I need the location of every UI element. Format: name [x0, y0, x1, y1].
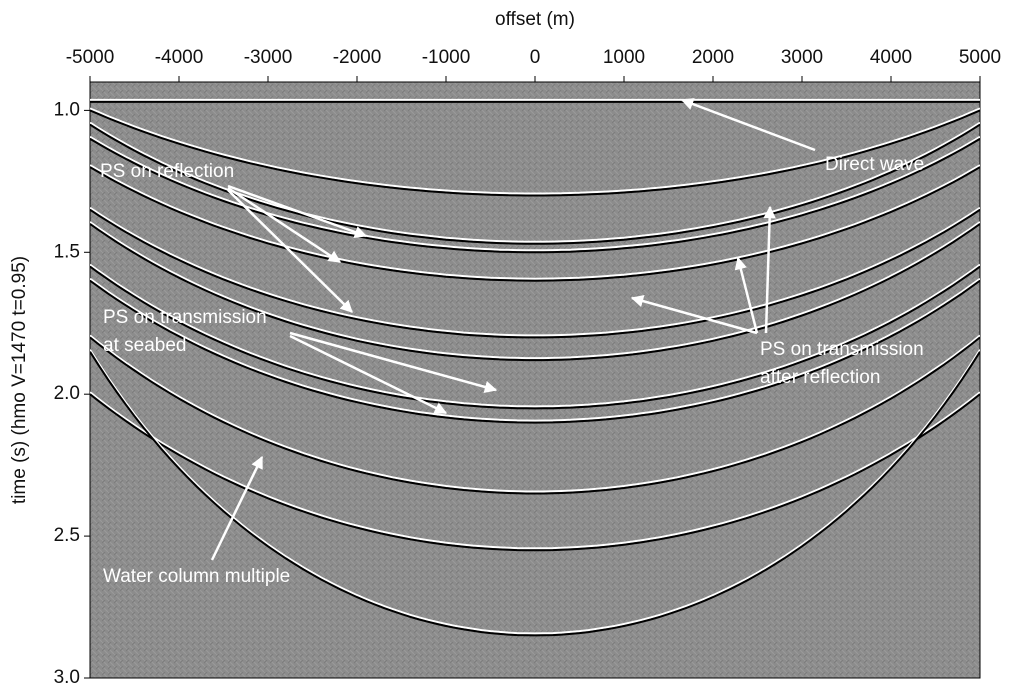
event-white: [90, 391, 980, 550]
x-tick-label: 2000: [692, 47, 734, 68]
x-tick-label: -1000: [422, 47, 471, 68]
y-tick-label: 3.0: [54, 667, 80, 686]
annotation: PS on reflection: [100, 161, 234, 182]
arrow: [227, 186, 342, 264]
event: [90, 208, 980, 339]
annotations: Direct wave PS on reflection PS on trans…: [100, 98, 924, 587]
annotation: Direct wave: [825, 154, 924, 175]
plot-area: [89, 81, 981, 679]
event: [90, 279, 980, 424]
arrow: [763, 205, 776, 334]
events: [90, 98, 980, 637]
event-white: [90, 277, 980, 422]
annotation: PS on transmission: [760, 339, 924, 360]
event-white: [90, 263, 980, 408]
arrow: [227, 184, 368, 239]
event-white: [90, 164, 980, 280]
y-tick-label: 1.5: [54, 241, 80, 262]
x-tick-label: 0: [530, 47, 541, 68]
x-tick-label: 1000: [603, 47, 645, 68]
x-tick-label: -3000: [244, 47, 293, 68]
arrow: [734, 256, 759, 334]
event: [90, 351, 980, 637]
arrow: [630, 295, 758, 335]
event-white: [90, 349, 980, 635]
arrow: [210, 455, 264, 561]
event: [90, 137, 980, 254]
arrow: [289, 334, 448, 415]
y-tick-label: 2.0: [54, 383, 80, 404]
x-tick-label: 5000: [959, 47, 1001, 68]
x-tick-label: -4000: [155, 47, 204, 68]
x-tick-label: -2000: [333, 47, 382, 68]
arrow: [680, 98, 816, 152]
event: [90, 336, 980, 495]
event: [90, 109, 980, 197]
annotation: PS on transmission: [103, 307, 267, 328]
event: [90, 393, 980, 552]
event: [90, 265, 980, 410]
annotation: after reflection: [760, 367, 880, 388]
x-tick-label: 3000: [781, 47, 823, 68]
annotation: at seabed: [103, 335, 186, 356]
event-white: [90, 206, 980, 337]
event-white: [90, 334, 980, 493]
annotation: Water column multiple: [103, 566, 290, 587]
x-tick-label: 4000: [870, 47, 912, 68]
arrow: [227, 189, 353, 313]
event-white: [90, 135, 980, 252]
event: [90, 223, 980, 362]
x-axis-title: offset (m): [495, 9, 575, 30]
event: [90, 166, 980, 282]
event-white: [90, 221, 980, 360]
arrow: [289, 331, 498, 394]
y-tick-label: 2.5: [54, 525, 80, 546]
x-tick-label: -5000: [66, 47, 115, 68]
event-white: [90, 107, 980, 195]
y-tick-label: 1.0: [54, 99, 80, 120]
y-axis-title: time (s) (hmo V=1470 t=0.95): [9, 256, 30, 504]
